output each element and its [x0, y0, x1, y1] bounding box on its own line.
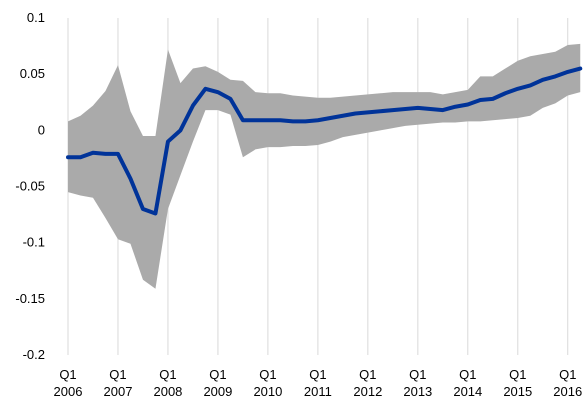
y-tick-label: 0.1 [27, 10, 45, 25]
y-tick-label: 0 [38, 122, 45, 137]
x-tick-quarter-label: Q1 [509, 367, 526, 382]
x-tick-year-label: 2007 [104, 384, 133, 399]
y-tick-label: -0.15 [15, 291, 45, 306]
x-tick-quarter-label: Q1 [209, 367, 226, 382]
x-tick-quarter-label: Q1 [259, 367, 276, 382]
range-band-area [68, 43, 581, 289]
x-tick-year-label: 2011 [304, 384, 332, 399]
x-tick-quarter-label: Q1 [409, 367, 426, 382]
x-tick-year-label: 2009 [203, 384, 232, 399]
y-axis: 0.1 0.05 0 -0.05 -0.1 -0.15 -0.2 [15, 10, 45, 362]
x-tick-quarter-label: Q1 [309, 367, 326, 382]
y-tick-label: -0.2 [23, 347, 45, 362]
x-tick-quarter-label: Q1 [159, 367, 176, 382]
x-tick-year-label: 2006 [54, 384, 83, 399]
estimate-line [66, 66, 583, 216]
x-tick-quarter-label: Q1 [109, 367, 126, 382]
estimate-series-line [66, 66, 583, 216]
y-tick-label: -0.1 [23, 235, 45, 250]
range-band [68, 43, 581, 289]
y-tick-label: -0.05 [15, 179, 45, 194]
x-tick-year-label: 2014 [453, 384, 482, 399]
x-tick-year-label: 2013 [403, 384, 432, 399]
x-tick-year-label: 2012 [353, 384, 382, 399]
x-tick-quarter-label: Q1 [59, 367, 76, 382]
x-tick-year-label: 2008 [153, 384, 182, 399]
x-tick-year-label: 2015 [503, 384, 532, 399]
x-tick-quarter-label: Q1 [459, 367, 476, 382]
x-tick-quarter-label: Q1 [559, 367, 576, 382]
x-tick-year-label: 2010 [253, 384, 282, 399]
y-tick-label: 0.05 [20, 66, 45, 81]
x-tick-year-label: 2016 [553, 384, 582, 399]
x-tick-quarter-label: Q1 [359, 367, 376, 382]
x-axis: Q1 2006 Q1 2007 Q1 2008 Q1 2009 Q1 2010 Q1 2011 Q1 20… [54, 367, 583, 399]
